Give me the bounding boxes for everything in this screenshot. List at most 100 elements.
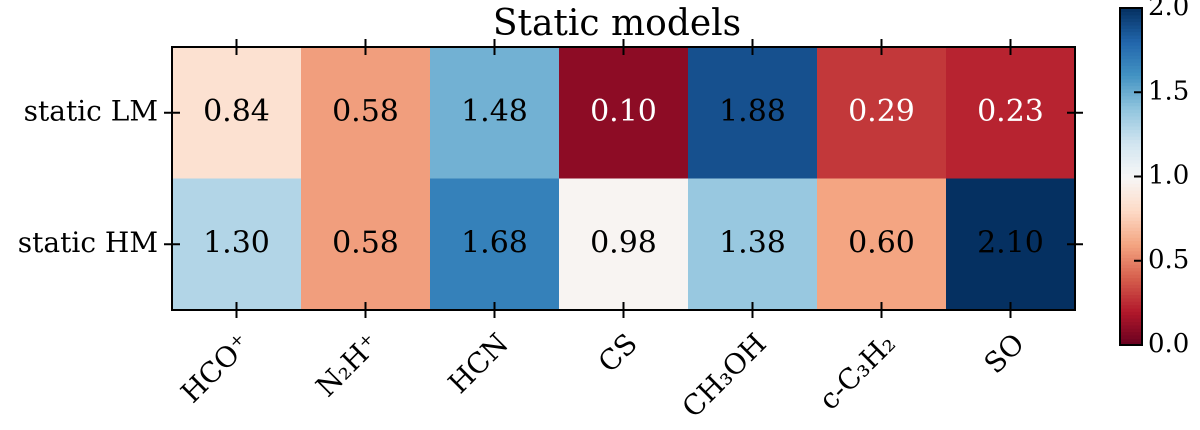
colorbar-segment — [1120, 183, 1142, 188]
colorbar-segment — [1120, 189, 1142, 194]
colorbar-segment — [1120, 78, 1142, 83]
colorbar-segment — [1120, 68, 1142, 73]
heatmap-cell — [172, 178, 302, 311]
colorbar-segment — [1120, 98, 1142, 103]
cell-label: 1.38 — [719, 225, 786, 260]
colorbar-segment — [1120, 102, 1142, 107]
heatmap-cell — [688, 178, 818, 311]
colorbar-segment — [1120, 324, 1142, 329]
colorbar-segment — [1120, 51, 1142, 56]
colorbar-segment — [1120, 24, 1142, 29]
colorbar-segment — [1120, 284, 1142, 289]
colorbar-segment — [1120, 307, 1142, 312]
colorbar-segment — [1120, 48, 1142, 53]
heatmap-cell — [430, 178, 560, 311]
colorbar-tick-label: 1.0 — [1148, 161, 1189, 191]
colorbar-segment — [1120, 213, 1142, 218]
colorbar-segment — [1120, 338, 1142, 343]
colorbar-segment — [1120, 297, 1142, 302]
cell-label: 0.23 — [977, 94, 1044, 129]
colorbar-segment — [1120, 287, 1142, 292]
heatmap-cell — [430, 47, 560, 179]
colorbar-segment — [1120, 240, 1142, 245]
colorbar-segment — [1120, 166, 1142, 171]
colorbar-segment — [1120, 230, 1142, 235]
cell-label: 0.58 — [332, 94, 399, 129]
colorbar-segment — [1120, 200, 1142, 205]
colorbar-segment — [1120, 119, 1142, 124]
colorbar-segment — [1120, 45, 1142, 50]
colorbar-segment — [1120, 61, 1142, 66]
colorbar-segment — [1120, 314, 1142, 319]
colorbar-segment — [1120, 210, 1142, 215]
cell-label: 0.58 — [332, 225, 399, 260]
colorbar-segment — [1120, 72, 1142, 76]
colorbar-segment — [1120, 311, 1142, 316]
cell-label: 0.84 — [203, 94, 270, 129]
colorbar-segment — [1120, 85, 1142, 90]
heatmap-cell — [559, 47, 689, 179]
colorbar-segment — [1120, 41, 1142, 46]
colorbar-segment — [1120, 179, 1142, 184]
colorbar-segment — [1120, 92, 1142, 97]
chart-title: Static models — [493, 3, 741, 44]
x-tick-label: c-C₃H₂ — [812, 327, 901, 416]
colorbar-segment — [1120, 254, 1142, 258]
heatmap-cell — [301, 178, 431, 311]
colorbar-segment — [1120, 82, 1142, 87]
colorbar-segment — [1120, 318, 1142, 323]
colorbar-segment — [1120, 267, 1142, 272]
colorbar-segment — [1120, 152, 1142, 157]
heatmap-cell — [946, 47, 1076, 179]
colorbar-segment — [1120, 250, 1142, 255]
heatmap-cell — [946, 178, 1076, 311]
heatmap-cell — [817, 47, 947, 179]
colorbar-segment — [1120, 163, 1142, 167]
colorbar-segment — [1120, 270, 1142, 275]
colorbar-segment — [1120, 14, 1142, 19]
colorbar-segment — [1120, 237, 1142, 242]
colorbar-segment — [1120, 264, 1142, 269]
colorbar-segment — [1120, 139, 1142, 144]
cell-label: 2.10 — [977, 225, 1044, 260]
colorbar-segment — [1120, 169, 1142, 174]
x-tick-label: HCO⁺ — [174, 327, 256, 409]
colorbar-segment — [1120, 216, 1142, 221]
colorbar-segment — [1120, 304, 1142, 309]
colorbar-segment — [1120, 11, 1142, 16]
cell-label: 1.88 — [719, 94, 786, 129]
colorbar-segment — [1120, 341, 1142, 346]
colorbar-segment — [1120, 247, 1142, 252]
colorbar-segment — [1120, 203, 1142, 208]
x-tick-label: SO — [978, 327, 1031, 380]
colorbar-segment — [1120, 227, 1142, 232]
colorbar-segment — [1120, 321, 1142, 326]
colorbar-segment — [1120, 331, 1142, 336]
x-tick-label: CS — [592, 327, 644, 379]
colorbar-segment — [1120, 243, 1142, 248]
colorbar-tick-label: 1.5 — [1148, 76, 1189, 106]
colorbar-segment — [1120, 58, 1142, 63]
colorbar-segment — [1120, 88, 1142, 93]
heatmap-cell — [688, 47, 818, 179]
colorbar-segment — [1120, 38, 1142, 43]
colorbar-segment — [1120, 65, 1142, 70]
cell-label: 0.98 — [590, 225, 657, 260]
colorbar-tick-label: 2.0 — [1148, 0, 1189, 22]
heatmap-cell — [817, 178, 947, 311]
cell-label: 0.29 — [848, 94, 915, 129]
colorbar-segment — [1120, 206, 1142, 211]
colorbar-segment — [1120, 18, 1142, 23]
colorbar-segment — [1120, 95, 1142, 100]
colorbar-segment — [1120, 149, 1142, 154]
heatmap-cell — [559, 178, 689, 311]
colorbar-segment — [1120, 115, 1142, 120]
colorbar-segment — [1120, 294, 1142, 299]
colorbar-segment — [1120, 328, 1142, 333]
colorbar-segment — [1120, 260, 1142, 265]
heatmap-cell — [301, 47, 431, 179]
colorbar-segment — [1120, 142, 1142, 147]
colorbar-segment — [1120, 280, 1142, 285]
cell-label: 1.30 — [203, 225, 270, 260]
